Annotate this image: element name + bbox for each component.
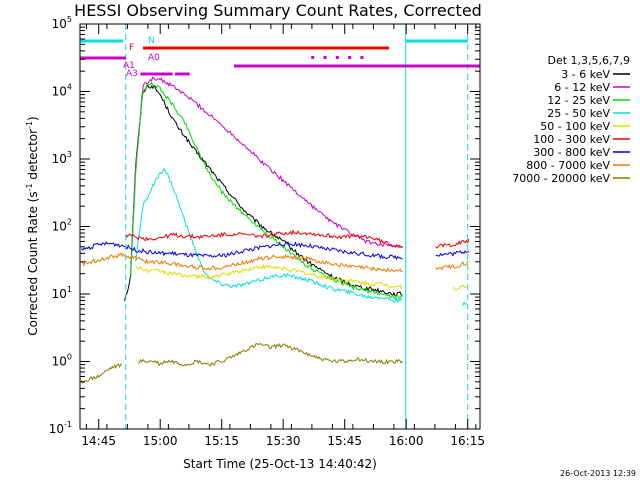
chart-title: HESSI Observing Summary Count Rates, Cor…: [74, 1, 482, 20]
y-tick-exp: 1: [67, 285, 72, 294]
y-tick-base: 10: [52, 17, 67, 31]
y-tick-base: 10: [52, 152, 67, 166]
atten-dot: [323, 56, 327, 59]
series-line: [81, 241, 403, 261]
series-lines: [81, 24, 470, 429]
y-tick-exp: 4: [67, 83, 72, 92]
atten-dot: [335, 56, 339, 59]
y-tick-base: 10: [52, 85, 67, 99]
x-tick-label: 15:45: [327, 434, 362, 448]
y-tick-base: 10: [52, 355, 67, 369]
legend-title: Det 1,3,5,6,7,9: [547, 54, 630, 67]
y-axis-label-end: ): [26, 116, 40, 121]
y-tick-label: 102: [52, 218, 72, 234]
atten-dot: [311, 56, 315, 59]
saa-flag-label: N: [148, 36, 155, 46]
atten-dot: [348, 56, 352, 59]
legend-label: 300 - 800 keV: [533, 146, 610, 159]
series-line: [130, 76, 403, 272]
y-tick-label: 103: [52, 150, 72, 166]
x-tick-label: 15:30: [266, 434, 301, 448]
x-axis-label: Start Time (25-Oct-13 14:40:42): [183, 457, 377, 471]
timestamp-stamp: 26-Oct-2013 12:39: [560, 469, 636, 478]
legend-label: 7000 - 20000 keV: [512, 172, 610, 185]
y-tick-label: 100: [52, 353, 72, 369]
y-axis-label-sup1: -1: [25, 183, 34, 191]
series-line: [435, 250, 469, 257]
atten-a0-label: A0: [148, 53, 160, 63]
series-line: [130, 81, 403, 301]
legend-label: 800 - 7000 keV: [526, 159, 610, 172]
legend-label: 3 - 6 keV: [561, 68, 610, 81]
series-line: [435, 260, 470, 271]
series-line: [135, 167, 403, 304]
series-line: [452, 284, 467, 291]
y-tick-exp: -1: [64, 420, 72, 429]
y-tick-base: 10: [52, 220, 67, 234]
y-tick-exp: 2: [67, 218, 72, 227]
y-axis-label-sup2: -1: [25, 121, 34, 129]
legend-label: 25 - 50 keV: [547, 107, 610, 120]
legend-label: 12 - 25 keV: [547, 94, 610, 107]
atten-a3-label: A3: [126, 69, 138, 79]
legend-label: 6 - 12 keV: [554, 81, 610, 94]
x-tick-label: 14:45: [81, 434, 116, 448]
legend-label: 100 - 300 keV: [533, 133, 610, 146]
y-tick-label: 104: [52, 83, 72, 99]
y-axis-label-main: Corrected Count Rate (s: [26, 191, 40, 335]
x-tick-label: 15:00: [143, 434, 178, 448]
y-axis-label-mid: detector: [26, 129, 40, 184]
y-axis-label: Corrected Count Rate (s-1 detector-1): [25, 116, 40, 335]
y-tick-exp: 0: [67, 353, 72, 362]
x-tick-label: 16:00: [389, 434, 424, 448]
x-tick-label: 15:15: [204, 434, 239, 448]
legend-label: 50 - 100 keV: [540, 120, 610, 133]
y-tick-label: 105: [52, 15, 72, 31]
x-tick-label: 16:15: [450, 434, 485, 448]
y-tick-exp: 3: [67, 150, 72, 159]
y-tick-base: 10: [52, 287, 67, 301]
series-line: [435, 238, 470, 249]
atten-dot: [360, 56, 364, 59]
y-tick-label: 10-1: [49, 420, 72, 436]
y-tick-label: 101: [52, 285, 72, 301]
atten-a1-label: A1: [123, 61, 135, 71]
y-tick-base: 10: [49, 422, 64, 436]
series-line: [125, 229, 403, 249]
y-tick-exp: 5: [67, 15, 72, 24]
series-line: [462, 301, 467, 306]
series-line: [135, 263, 403, 289]
series-line: [124, 84, 403, 302]
series-line: [137, 342, 403, 367]
series-line: [81, 363, 123, 384]
series-line: [81, 252, 403, 273]
flare-flag-label: F: [129, 43, 134, 53]
